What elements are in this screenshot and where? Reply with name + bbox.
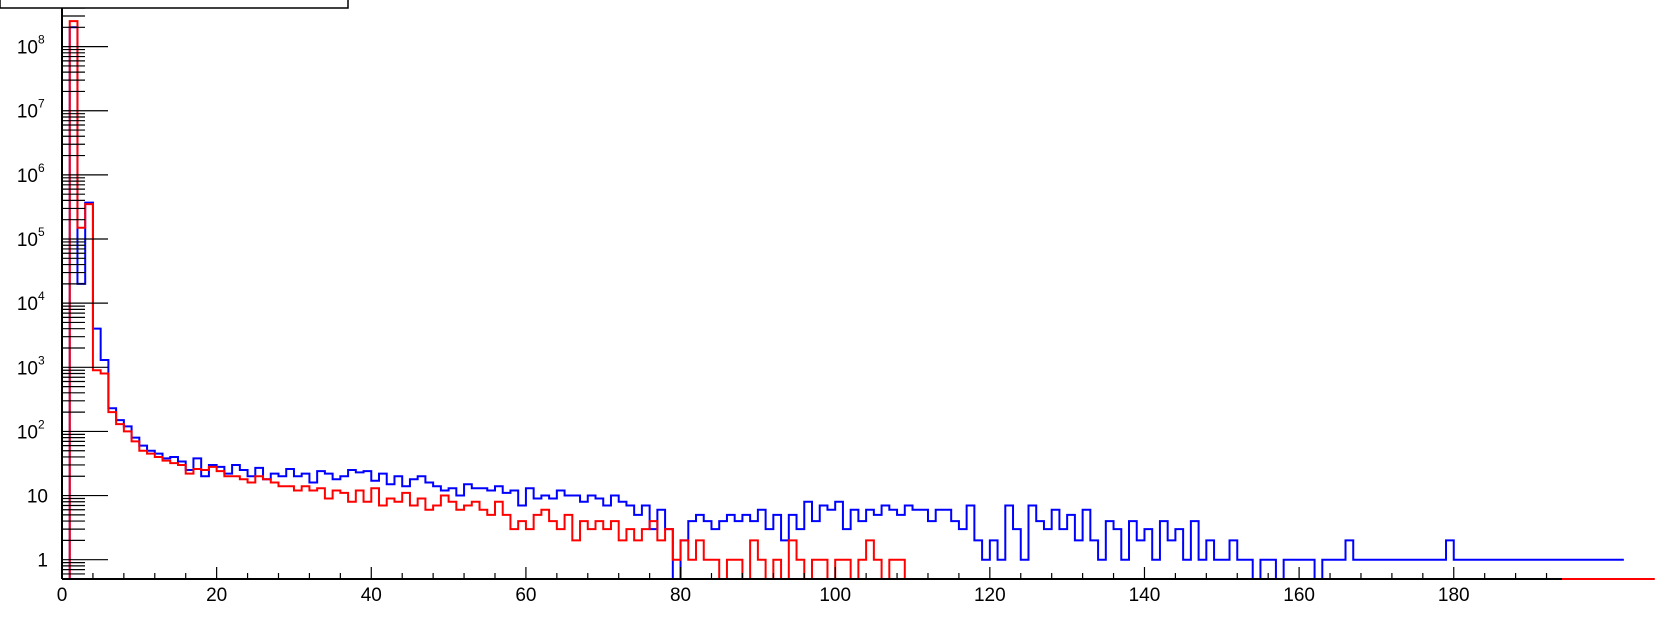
y-tick-label-exponent: 3: [38, 353, 45, 367]
y-tick-label-base: 10: [17, 422, 38, 443]
y-tick-label-base: 10: [17, 166, 38, 187]
y-tick-label: 10 8: [17, 33, 45, 59]
x-tick-label: 120: [974, 585, 1006, 606]
y-tick-label-base: 10: [17, 38, 38, 59]
x-tick-label: 140: [1129, 585, 1161, 606]
y-tick-label-base: 1: [37, 551, 48, 572]
x-tick-label: 0: [57, 585, 68, 606]
y-tick-label-exponent: 2: [38, 417, 45, 431]
y-tick-label-base: 10: [17, 294, 38, 315]
y-tick-label: 10 7: [17, 97, 45, 123]
y-tick-label: 10 2: [17, 417, 45, 443]
x-tick-label: 80: [670, 585, 691, 606]
y-tick-label: 10 5: [17, 225, 45, 251]
x-tick-label: 20: [206, 585, 227, 606]
y-tick-label: 10 4: [17, 289, 45, 315]
series-line-0: [68, 26, 1624, 580]
y-tick-label-base: 10: [17, 102, 38, 123]
y-tick-label: 10 3: [17, 353, 45, 379]
y-tick-label-exponent: 4: [38, 289, 45, 303]
y-tick-label-exponent: 6: [38, 161, 45, 175]
y-tick-label: 1: [37, 551, 48, 572]
x-tick-label: 180: [1438, 585, 1470, 606]
y-tick-label-base: 10: [17, 230, 38, 251]
y-tick-label-exponent: 5: [38, 225, 45, 239]
x-tick-label: 60: [515, 585, 536, 606]
x-tick-label: 100: [819, 585, 851, 606]
x-tick-label: 160: [1283, 585, 1315, 606]
y-tick-label: 10 6: [17, 161, 45, 187]
x-tick-label: 40: [361, 585, 382, 606]
y-tick-label-base: 10: [17, 358, 38, 379]
y-tick-label: 10: [27, 487, 48, 508]
legend-box: [0, 0, 349, 9]
y-tick-label-exponent: 7: [38, 97, 45, 111]
y-tick-label-base: 10: [27, 487, 48, 508]
y-tick-label-exponent: 8: [38, 33, 45, 47]
